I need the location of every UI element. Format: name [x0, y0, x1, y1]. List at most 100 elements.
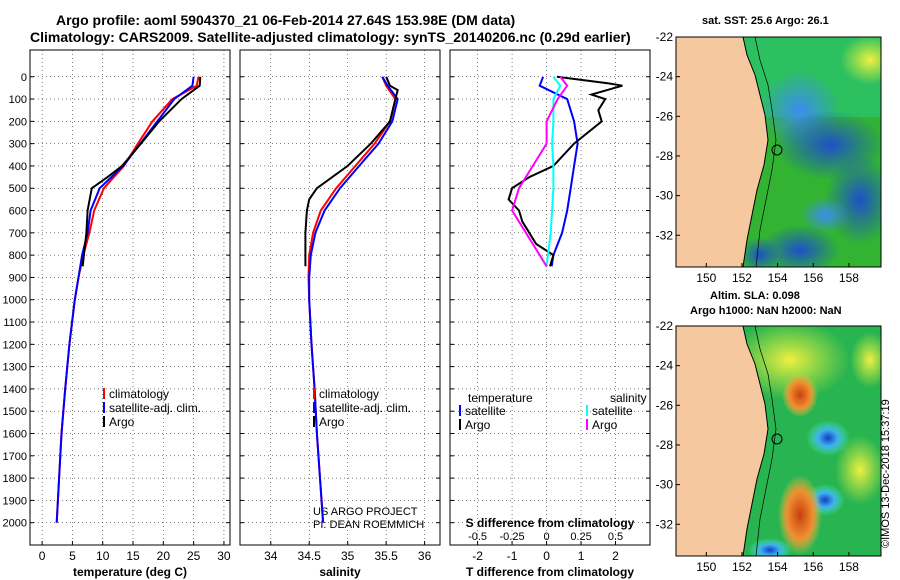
y-tick-label: 400	[9, 161, 27, 173]
map-lat-label: -24	[656, 70, 674, 84]
x-tick-label: 0	[543, 549, 550, 563]
map-top	[676, 37, 881, 267]
map-lat-label: -22	[656, 319, 674, 333]
series-line	[308, 76, 399, 523]
y-tick-label: 1200	[3, 339, 27, 351]
map-top-argo-marker	[771, 144, 783, 156]
legend-title: temperature	[468, 391, 533, 405]
profile-panel-1: 0100200300400500600700800900100011001200…	[3, 49, 231, 579]
map-bottom-title-1: Altim. SLA: 0.098	[710, 290, 800, 302]
x2-tick-label: -0.5	[468, 531, 487, 543]
map-bottom-coastline	[742, 326, 769, 556]
map-lat-label: -26	[656, 109, 674, 123]
x-tick-label: -1	[507, 549, 518, 563]
map-lon-label: 150	[696, 560, 716, 574]
series-line	[55, 76, 195, 523]
map-bottom-land	[676, 326, 768, 556]
series-line	[507, 75, 623, 267]
x-tick-label: 35	[341, 549, 355, 563]
y-tick-label: 1500	[3, 406, 27, 418]
profile-plots: 0100200300400500600700800900100011001200…	[3, 49, 651, 579]
x-axis-label: T difference from climatology	[466, 565, 634, 579]
y-tick-label: 300	[9, 139, 27, 151]
x2-tick-label: 0.25	[570, 531, 591, 543]
y-tick-label: 1700	[3, 451, 27, 463]
plot-frame	[239, 49, 441, 546]
y-tick-label: 1600	[3, 429, 27, 441]
map-top-coastline	[742, 37, 769, 267]
y-tick-label: 700	[9, 228, 27, 240]
legend-label: satellite	[592, 404, 633, 418]
x-tick-label: 35.5	[374, 549, 398, 563]
y-tick-label: 100	[9, 94, 27, 106]
x-axis-label: salinity	[319, 565, 361, 579]
x-tick-label: 30	[217, 549, 231, 563]
x2-tick-label: -0.25	[500, 531, 525, 543]
legend-label: Argo	[592, 418, 618, 432]
legend-label: climatology	[109, 387, 169, 401]
map-lon-label: 154	[768, 560, 788, 574]
y-tick-label: 2000	[3, 518, 27, 530]
map-bottom-frame	[675, 325, 882, 557]
series-line	[304, 76, 399, 267]
y-tick-label: 1100	[3, 317, 27, 329]
plot-frame	[449, 49, 651, 546]
map-lat-label: -28	[656, 438, 674, 452]
legend-label: satellite-adj. clim.	[319, 401, 411, 415]
x2-axis-label: S difference from climatology	[466, 516, 635, 530]
series-line	[545, 76, 562, 267]
map-lat-label: -30	[656, 189, 674, 203]
map-lat-label: -26	[656, 398, 674, 412]
map-lat-label: -24	[656, 359, 674, 373]
credit-project: US ARGO PROJECT	[313, 506, 418, 518]
x-tick-label: 15	[126, 549, 140, 563]
y-tick-label: 1000	[3, 295, 27, 307]
profile-panel-2: 34 34.5 35 35.5 36 salinity climatologysatelli…	[239, 49, 441, 579]
series-line	[81, 76, 202, 267]
y-tick-label: 1900	[3, 495, 27, 507]
x-tick-label: 34	[264, 549, 278, 563]
y-tick-label: 200	[9, 116, 27, 128]
legend-label: satellite	[465, 404, 506, 418]
legend-label: Argo	[109, 415, 135, 429]
legend-label: Argo	[465, 418, 491, 432]
x-tick-label: 25	[187, 549, 201, 563]
y-tick-label: 1300	[3, 362, 27, 374]
title-line-1: Argo profile: aoml 5904370_21 06-Feb-201…	[56, 12, 516, 28]
plot-frame	[29, 49, 231, 546]
series-line	[538, 76, 579, 267]
series-line	[307, 76, 397, 523]
x-tick-label: -2	[472, 549, 483, 563]
title-line-2: Climatology: CARS2009. Satellite-adjuste…	[30, 29, 631, 45]
y-tick-label: 1800	[3, 473, 27, 485]
y-tick-label: 900	[9, 272, 27, 284]
map-top-isobath	[754, 37, 777, 267]
map-lon-label: 150	[696, 271, 716, 285]
map-lat-label: -32	[656, 228, 674, 242]
map-lon-label: 158	[839, 271, 859, 285]
map-lon-label: 152	[732, 560, 752, 574]
map-lat-label: -28	[656, 149, 674, 163]
y-tick-label: 800	[9, 250, 27, 262]
profile-panel-3: -2 -1 0 1 2 -0.5 -0.25 0 0.25 0.5S difference fro…	[449, 49, 651, 579]
map-lon-label: 158	[839, 560, 859, 574]
x-tick-label: 34.5	[298, 549, 322, 563]
map-lon-label: 156	[803, 560, 823, 574]
x-tick-label: 2	[612, 549, 619, 563]
map-lat-label: -32	[656, 517, 674, 531]
map-top-land	[676, 37, 768, 267]
map-lat-label: -30	[656, 478, 674, 492]
x-tick-label: 10	[96, 549, 110, 563]
legend-label: climatology	[319, 387, 379, 401]
map-lon-label: 156	[803, 271, 823, 285]
x-tick-label: 0	[39, 549, 46, 563]
map-bottom-argo-marker	[771, 433, 783, 445]
y-tick-label: 0	[21, 72, 27, 84]
map-top-frame	[675, 36, 882, 268]
map-bottom-isobath	[754, 326, 777, 556]
series-line	[511, 76, 569, 267]
map-lon-label: 154	[768, 271, 788, 285]
x2-tick-label: 0	[543, 531, 549, 543]
x-tick-label: 5	[69, 549, 76, 563]
